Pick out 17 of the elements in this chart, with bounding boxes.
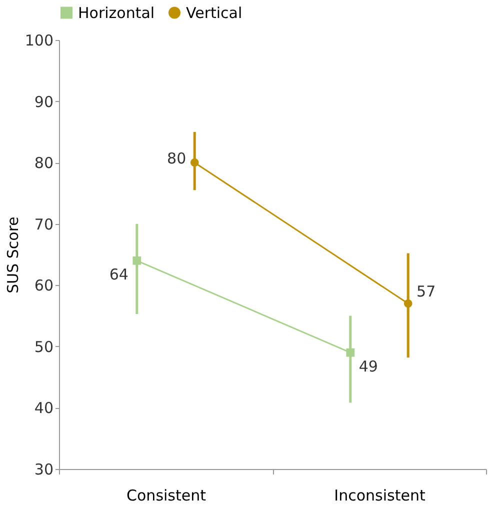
- y-tick-label: 30: [34, 460, 54, 478]
- y-tick-label: 50: [34, 338, 54, 356]
- legend-label: Horizontal: [78, 4, 155, 22]
- data-label: 57: [416, 282, 436, 301]
- y-tick-label: 80: [34, 154, 54, 172]
- data-label: 49: [358, 358, 378, 376]
- y-tick-label: 90: [34, 92, 54, 111]
- x-tick-label: Consistent: [126, 486, 206, 504]
- y-tick-label: 100: [24, 32, 54, 50]
- y-tick-label: 70: [34, 215, 54, 234]
- data-label: 64: [109, 266, 128, 284]
- y-tick-label: 60: [34, 276, 54, 295]
- data-label: 80: [167, 150, 186, 168]
- legend-label: Vertical: [186, 4, 242, 22]
- x-tick-label: Inconsistent: [334, 486, 426, 504]
- y-axis-title: SUS Score: [4, 216, 22, 294]
- y-tick-label: 40: [34, 399, 54, 418]
